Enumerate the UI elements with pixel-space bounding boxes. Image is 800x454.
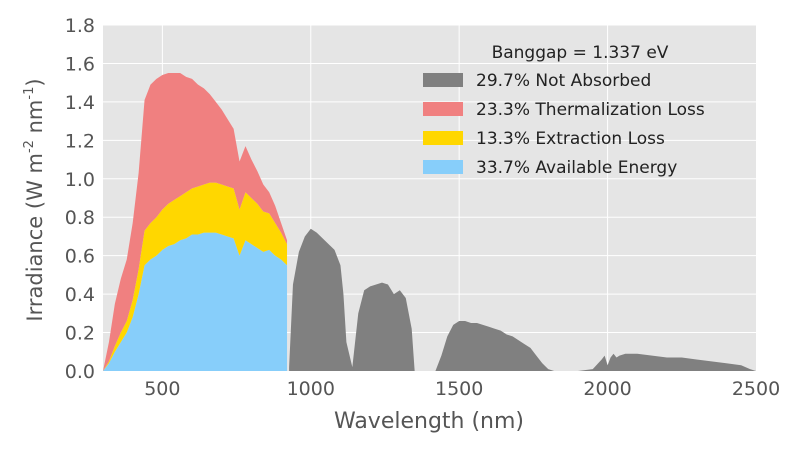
legend-items: 29.7% Not Absorbed 23.3% Thermalization L… xyxy=(423,71,705,178)
y-tick-label: 1.2 xyxy=(65,130,95,152)
y-tick-label: 1.8 xyxy=(65,15,95,37)
y-axis-label-sup1: -2 xyxy=(22,140,37,153)
legend-label: 23.3% Thermalization Loss xyxy=(476,100,705,120)
thermalization-loss-area xyxy=(103,73,288,372)
x-tick-label: 2000 xyxy=(583,378,631,400)
y-tick-label: 0.4 xyxy=(65,284,95,306)
legend: Banggap = 1.337 eV 29.7% Not Absorbed 23.… xyxy=(423,43,705,178)
y-axis-label-mid: nm xyxy=(23,100,47,140)
x-tick-label: 500 xyxy=(144,378,180,400)
legend-title: Banggap = 1.337 eV xyxy=(492,43,669,63)
y-tick-label: 0.6 xyxy=(65,246,95,268)
y-axis-label-sup2: -1 xyxy=(22,87,37,100)
area-series xyxy=(103,73,756,372)
axis-ticks: 0.0 0.2 0.4 0.6 0.8 1.0 1.2 1.4 1.6 1.8 500 1000 150… xyxy=(65,15,780,400)
x-tick-label: 1500 xyxy=(435,378,483,400)
not-absorbed-area xyxy=(289,228,756,371)
y-tick-label: 0.2 xyxy=(65,323,95,345)
available-energy-area xyxy=(103,232,288,371)
legend-label: 29.7% Not Absorbed xyxy=(476,71,651,91)
x-tick-label: 2500 xyxy=(732,378,780,400)
y-tick-label: 1.6 xyxy=(65,53,95,75)
legend-label: 33.7% Available Energy xyxy=(476,158,677,178)
legend-swatch xyxy=(423,73,463,87)
y-axis-label-end: ) xyxy=(23,78,47,86)
y-tick-label: 0.8 xyxy=(65,207,95,229)
y-axis-label-main: Irradiance (W m xyxy=(23,153,47,322)
x-tick-label: 1000 xyxy=(287,378,335,400)
legend-swatch xyxy=(423,131,463,145)
legend-swatch xyxy=(423,160,463,174)
y-tick-label: 0.0 xyxy=(65,361,95,383)
y-tick-label: 1.0 xyxy=(65,169,95,191)
y-tick-label: 1.4 xyxy=(65,92,95,114)
legend-label: 13.3% Extraction Loss xyxy=(476,129,665,149)
x-axis-label: Wavelength (nm) xyxy=(334,409,524,434)
legend-swatch xyxy=(423,102,463,116)
y-axis-label: Irradiance (W m-2 nm-1) xyxy=(22,78,47,321)
extraction-loss-area xyxy=(103,182,288,371)
